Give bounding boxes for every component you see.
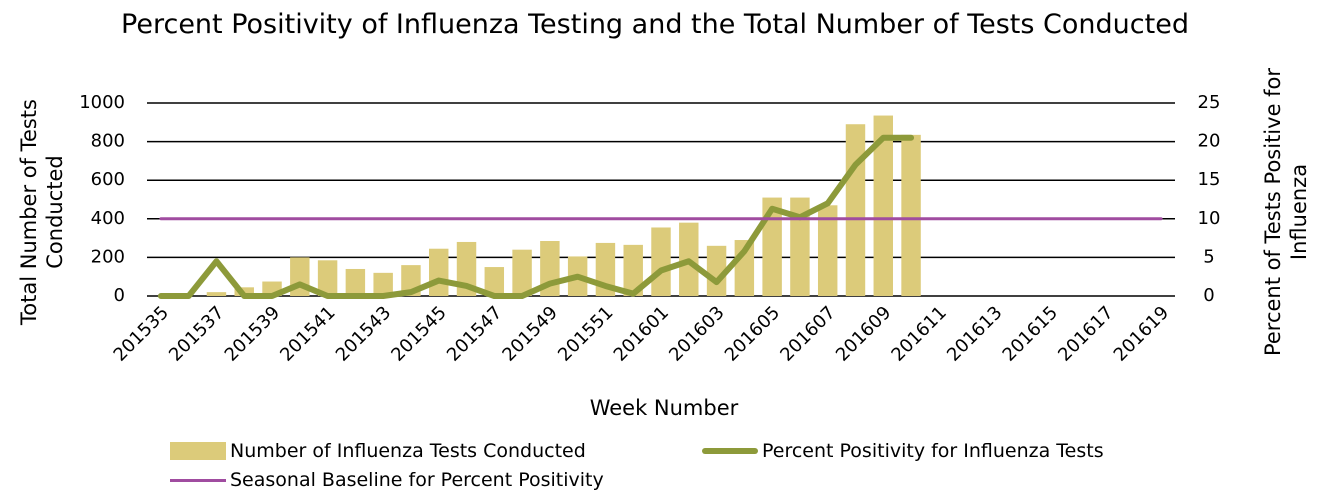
line: [157, 134, 915, 299]
bar: [206, 292, 227, 296]
x-axis-title: Week Number: [589, 396, 739, 420]
legend-label: Seasonal Baseline for Percent Positivity: [230, 469, 604, 491]
x-tick-label: 201617: [1054, 302, 1117, 365]
y-axis-title: Total Number of Tests Conducted: [17, 99, 67, 325]
x-tick-label: 201601: [610, 302, 673, 365]
legend-swatch: [170, 442, 226, 460]
bar: [873, 115, 893, 296]
legend-swatch: [702, 448, 758, 454]
x-tick-label: 201603: [665, 302, 728, 365]
x-tick-label: 201619: [1110, 302, 1173, 365]
y2-tick-label: 20: [1198, 131, 1221, 152]
bar: [901, 134, 921, 296]
x-tick-label: 201535: [110, 302, 173, 365]
legend-label: Number of Influenza Tests Conducted: [230, 440, 586, 462]
x-tick-label: 201611: [887, 302, 950, 365]
legend-label: Percent Positivity for Influenza Tests: [762, 440, 1104, 462]
legend-item: Seasonal Baseline for Percent Positivity: [170, 469, 604, 491]
x-tick-label: 201607: [776, 302, 839, 365]
y-tick-label: 200: [91, 246, 125, 267]
bar: [790, 197, 810, 296]
x-tick-label: 201545: [387, 302, 450, 365]
bar: [762, 197, 782, 296]
y-tick-label: 1000: [79, 92, 125, 113]
x-tick-label: 201615: [999, 302, 1062, 365]
bar: [512, 249, 532, 296]
x-tick-label: 201537: [165, 302, 228, 365]
y2-tick-label: 5: [1203, 246, 1214, 267]
bar: [651, 227, 671, 296]
x-tick-label: 201605: [721, 302, 784, 365]
bar: [429, 248, 449, 296]
legend-item: Number of Influenza Tests Conducted: [170, 440, 586, 462]
bar: [484, 267, 505, 296]
bar: [317, 260, 338, 296]
bar: [706, 245, 727, 296]
legend-item: Percent Positivity for Influenza Tests: [702, 440, 1104, 462]
x-tick-label: 201549: [498, 302, 561, 365]
bar: [345, 268, 366, 296]
y2-tick-label: 10: [1198, 208, 1221, 229]
x-tick-label: 201547: [443, 302, 506, 365]
y2-axis-title: Percent of Tests Positive for Influenza: [1261, 67, 1311, 357]
bar: [817, 205, 838, 296]
y-tick-label: 600: [91, 169, 125, 190]
x-tick-label: 201613: [943, 302, 1006, 365]
y2-tick-label: 0: [1203, 285, 1214, 306]
chart-title: Percent Positivity of Influenza Testing …: [121, 9, 1189, 40]
legend-swatch: [170, 478, 226, 482]
x-tick-label: 201539: [221, 302, 284, 365]
x-tick-label: 201543: [332, 302, 395, 365]
x-tick-label: 201551: [554, 302, 617, 365]
x-tick-label: 201609: [832, 302, 895, 365]
y2-tick-label: 25: [1198, 92, 1221, 113]
y-tick-label: 400: [91, 208, 125, 229]
bar: [623, 244, 643, 296]
bar: [373, 272, 393, 296]
x-tick-label: 201541: [276, 302, 339, 365]
y2-tick-label: 15: [1198, 169, 1221, 190]
bar: [845, 124, 866, 296]
y-tick-label: 800: [91, 131, 125, 152]
y-tick-label: 0: [114, 285, 125, 306]
